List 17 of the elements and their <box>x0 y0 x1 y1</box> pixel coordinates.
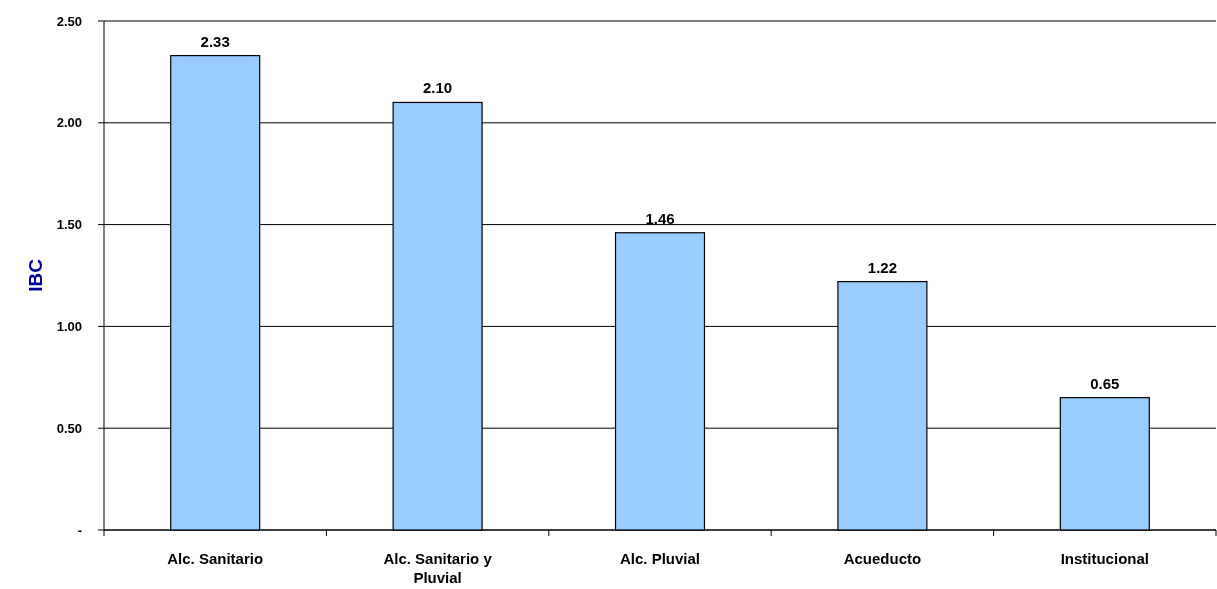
x-tick-label: Alc. Pluvial <box>619 550 701 567</box>
y-tick-label: - <box>77 522 82 538</box>
y-tick-label: 0.50 <box>56 420 82 436</box>
data-label: 2.33 <box>200 32 230 50</box>
y-tick-label: 2.50 <box>56 13 82 29</box>
y-tick-label: 1.00 <box>56 318 82 334</box>
x-tick-label: Alc. Sanitario <box>167 550 264 567</box>
x-tick-label: Acueducto <box>843 550 922 567</box>
y-tick-label: 2.00 <box>56 115 82 131</box>
data-label: 0.65 <box>1090 374 1120 392</box>
data-label: 2.10 <box>423 79 453 97</box>
x-tick-label: Alc. Sanitario y Pluvial <box>383 550 493 586</box>
data-label: 1.46 <box>645 209 675 227</box>
data-label: 1.22 <box>867 258 897 276</box>
y-tick-label: 1.50 <box>56 217 82 233</box>
y-axis-title: IBC <box>25 258 46 292</box>
x-tick-label: Institucional <box>1060 550 1149 567</box>
